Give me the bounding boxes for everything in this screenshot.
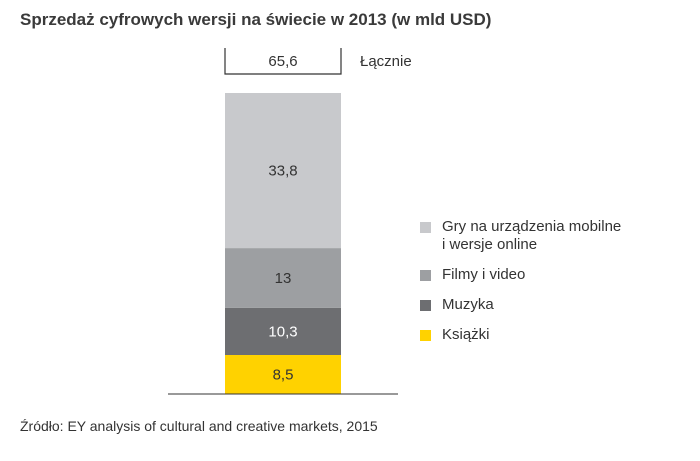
bar-value-label-0: 8,5 <box>273 366 294 383</box>
legend-swatch-3 <box>420 330 431 341</box>
value-labels: 8,5 10,3 13 33,8 <box>268 163 297 384</box>
bar-segments <box>225 93 341 394</box>
legend-item-0: Gry na urządzenia mobilne i wersje online <box>420 218 621 254</box>
total-bracket <box>224 48 342 75</box>
legend-swatch-2 <box>420 300 431 311</box>
bar-value-label-2: 13 <box>275 270 292 287</box>
legend-item-3: Książki <box>420 326 621 344</box>
legend: Gry na urządzenia mobilne i wersje online… <box>420 218 621 356</box>
bar-segment-2 <box>225 248 341 308</box>
source-note: Źródło: EY analysis of cultural and crea… <box>20 418 378 434</box>
legend-label-2-0: Muzyka <box>442 296 494 313</box>
legend-swatch-0 <box>420 222 431 233</box>
bar-segment-3 <box>225 93 341 249</box>
legend-label-1-0: Filmy i video <box>442 266 526 283</box>
legend-label-0-0: Gry na urządzenia mobilne <box>442 218 622 235</box>
chart-title: Sprzedaż cyfrowych wersji na świecie w 2… <box>20 10 492 29</box>
legend-swatch-1 <box>420 270 431 281</box>
legend-item-1: Filmy i video <box>420 266 621 284</box>
bar-segment-0 <box>225 354 341 394</box>
bar-value-label-3: 33,8 <box>268 163 297 180</box>
legend-item-2: Muzyka <box>420 296 621 314</box>
total-caption: Łącznie <box>360 53 412 70</box>
legend-label-3-0: Książki <box>442 326 490 343</box>
total-value-label: 65,6 <box>268 53 297 70</box>
legend-label-0-1: i wersje online <box>442 236 538 253</box>
bar-value-label-1: 10,3 <box>268 323 297 340</box>
bar-segment-1 <box>225 307 341 355</box>
